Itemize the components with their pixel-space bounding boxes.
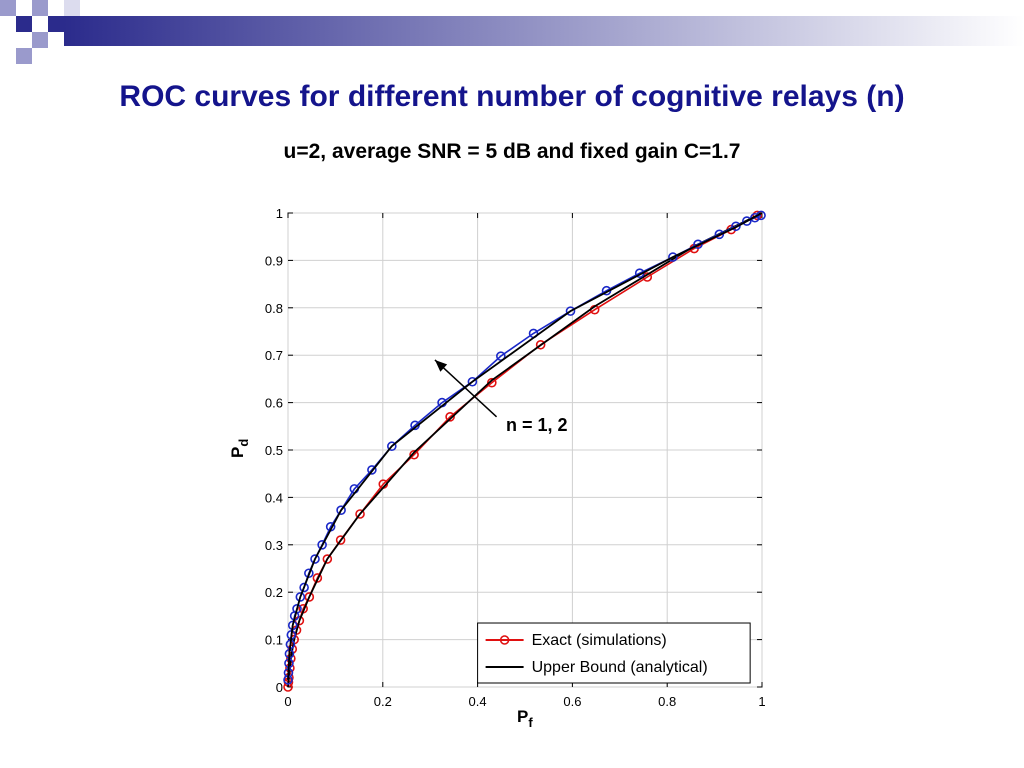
data-point-lower	[752, 210, 763, 221]
y-axis-label-main: P	[228, 447, 247, 458]
data-point-upper	[295, 592, 306, 602]
y-tick-label: 0.6	[265, 396, 283, 411]
legend-label-exact: Exact (simulations)	[532, 632, 667, 649]
data-point-upper	[317, 539, 327, 550]
x-tick-label: 0.6	[563, 694, 581, 709]
slide-title: ROC curves for different number of cogni…	[119, 80, 905, 113]
data-point-upper	[467, 376, 478, 387]
corner-decoration-graphic	[0, 0, 1024, 64]
y-tick-label: 0.3	[265, 538, 283, 553]
data-point-lower	[304, 592, 315, 602]
data-point-upper	[310, 554, 320, 564]
data-point-upper	[714, 229, 725, 240]
x-tick-label: 1	[758, 694, 765, 709]
data-point-lower	[322, 554, 333, 564]
data-point-lower	[355, 509, 365, 519]
series-layer	[283, 210, 766, 692]
data-point-upper	[299, 582, 309, 593]
y-tick-label: 0.1	[265, 633, 283, 648]
x-tick-label: 0.8	[658, 694, 676, 709]
legend-label-upper-bound: Upper Bound (analytical)	[532, 659, 708, 676]
data-point-lower	[445, 412, 455, 422]
series-line-upper-bound	[287, 212, 763, 680]
data-point-upper	[367, 465, 377, 475]
annotation-label: n = 1, 2	[506, 415, 568, 435]
data-point-lower	[535, 339, 546, 350]
data-point-upper	[336, 505, 346, 515]
annotation-arrow	[434, 359, 498, 418]
annotation-arrowhead	[434, 359, 448, 372]
data-point-upper	[693, 239, 703, 250]
data-point-upper	[565, 306, 576, 316]
y-tick-label: 0.8	[265, 301, 283, 316]
x-tick-label: 0	[284, 694, 291, 709]
data-point-upper	[387, 441, 397, 452]
y-tick-label: 1	[276, 206, 283, 221]
legend-marker-exact	[499, 635, 510, 645]
axis-ticks: 0 0.2 0.4 0.6 0.8 1 0 0.1 0.2 0.3 0.4 0.5 0.6 0.7 0.8 0…	[265, 206, 766, 709]
data-point-lower	[487, 377, 497, 388]
data-point-upper	[292, 603, 302, 614]
y-tick-label: 0.5	[265, 443, 283, 458]
x-axis-label: Pf	[517, 707, 533, 730]
y-axis-label-sub: d	[236, 439, 251, 447]
data-point-upper	[750, 212, 760, 223]
data-point-lower	[409, 449, 419, 460]
x-tick-label: 0.2	[374, 694, 392, 709]
corner-decoration	[0, 0, 1024, 70]
x-axis-label-main: P	[517, 707, 528, 726]
x-axis-label-sub: f	[528, 715, 533, 730]
legend: Exact (simulations) Upper Bound (analyti…	[477, 622, 751, 684]
y-axis-label: Pd	[228, 439, 251, 458]
grid-lines	[287, 212, 763, 688]
y-tick-label: 0.2	[265, 585, 283, 600]
data-point-lower	[312, 573, 323, 583]
y-tick-label: 0.7	[265, 348, 283, 363]
chart-subtitle: u=2, average SNR = 5 dB and fixed gain C…	[283, 140, 741, 163]
data-point-upper	[668, 252, 678, 262]
y-tick-label: 0.9	[265, 253, 283, 268]
legend-box	[477, 622, 751, 684]
data-point-upper	[742, 216, 752, 226]
y-tick-label: 0	[276, 680, 283, 695]
series-line-lower-bound	[287, 212, 763, 688]
y-tick-label: 0.4	[265, 490, 283, 505]
data-point-lower	[335, 535, 346, 545]
data-point-upper	[731, 221, 741, 232]
x-tick-label: 0.4	[469, 694, 487, 709]
